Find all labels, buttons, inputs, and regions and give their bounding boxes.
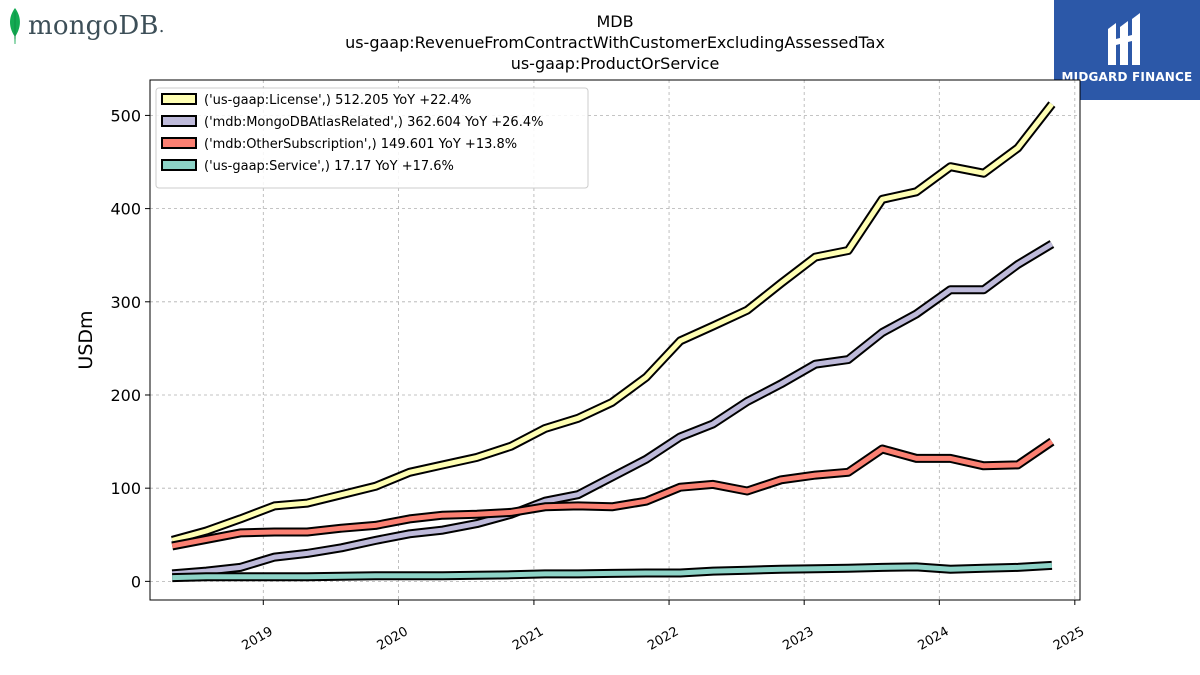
x-tick-label: 2023 [780,624,816,654]
midgard-logo-icon [1108,13,1140,65]
series-line-1 [171,241,1054,577]
x-tick-label: 2025 [1051,624,1087,654]
series-line-2 [171,439,1054,549]
y-tick-label: 100 [110,479,141,498]
x-tick-label: 2019 [239,624,275,654]
y-axis-label: USDm [75,310,97,369]
x-tick-label: 2021 [510,624,546,654]
legend-box [155,87,589,189]
series-line-0 [171,102,1054,543]
chart-title: MDB us-gaap:RevenueFromContractWithCusto… [300,11,930,74]
legend-swatch [161,137,197,149]
legend-label: ('mdb:OtherSubscription',) 149.601 YoY +… [204,137,517,152]
mongodb-logo-text: mongoDB [28,11,159,41]
legend-swatch [161,159,197,171]
x-tick-label: 2020 [375,624,411,654]
plot-frame [149,79,1081,601]
mongodb-logo-dot: . [158,15,165,37]
legend-swatch [161,115,197,127]
midgard-logo-text: MIDGARD FINANCE [1061,70,1193,84]
x-tick-label: 2022 [645,624,681,654]
legend-swatch [161,93,197,105]
y-tick-label: 0 [131,572,141,591]
y-tick-label: 300 [110,293,141,312]
series-line-3 [172,562,1053,581]
y-tick-label: 500 [110,106,141,125]
title-line-axis: us-gaap:ProductOrService [510,54,720,73]
legend-label: ('us-gaap:Service',) 17.17 YoY +17.6% [204,159,454,174]
x-tick-label: 2024 [915,624,951,654]
legend-label: ('us-gaap:License',) 512.205 YoY +22.4% [204,93,471,108]
legend-label: ('mdb:MongoDBAtlasRelated',) 362.604 YoY… [204,115,543,130]
leaf-icon [10,8,20,44]
mongodb-logo: mongoDB. [6,6,165,46]
title-line-concept: us-gaap:RevenueFromContractWithCustomerE… [345,33,885,52]
y-tick-label: 200 [110,386,141,405]
title-line-ticker: MDB [596,12,634,31]
y-tick-label: 400 [110,200,141,219]
